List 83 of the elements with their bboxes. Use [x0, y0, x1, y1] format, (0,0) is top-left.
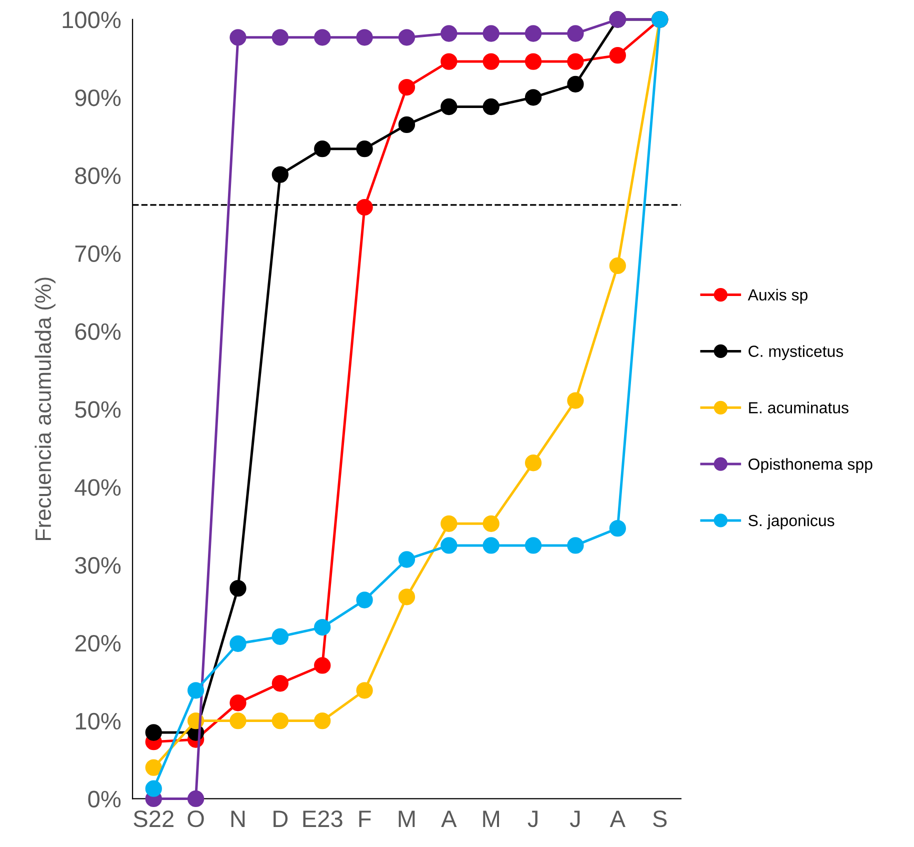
point: [356, 140, 373, 158]
point: [356, 198, 373, 216]
x-tick-label: S22: [134, 810, 174, 828]
point: [145, 759, 162, 776]
point: [314, 712, 331, 730]
y-tick-label: 60%: [75, 323, 121, 340]
x-tick-label: J: [528, 810, 538, 828]
y-axis-title: Frecuencia acumulada (%): [34, 278, 56, 540]
point: [314, 140, 331, 158]
point: [398, 29, 416, 46]
legend-label: C. mysticetus: [748, 345, 844, 360]
point: [314, 657, 331, 674]
point: [187, 682, 204, 699]
point: [482, 537, 500, 554]
x-tick-label: N: [231, 810, 245, 827]
point: [398, 551, 416, 568]
point: [609, 520, 626, 537]
x-tick-label: O: [188, 810, 204, 828]
point: [440, 25, 458, 42]
point: [398, 78, 416, 96]
legend-label: Auxis sp: [748, 288, 808, 304]
point: [145, 724, 162, 741]
legend-label: S. japonicus: [748, 514, 834, 530]
point: [482, 98, 500, 116]
x-tick-label: A: [610, 810, 626, 827]
y-tick-label: 70%: [75, 245, 121, 262]
point: [524, 25, 542, 42]
y-tick-label: 90%: [75, 89, 121, 106]
legend-label: E. acuminatus: [749, 402, 848, 414]
point: [440, 537, 458, 554]
point: [567, 53, 584, 70]
point: [230, 694, 246, 712]
point: [272, 166, 289, 183]
point: [314, 29, 331, 46]
point: [314, 618, 331, 636]
point: [524, 454, 542, 472]
x-tick-label: E23: [303, 810, 342, 828]
y-tick-label: 20%: [75, 634, 121, 652]
y-tick-label: 40%: [74, 479, 121, 496]
point: [524, 537, 542, 554]
point: [272, 29, 289, 46]
x-tick-label: A: [441, 810, 457, 827]
point: [398, 588, 416, 606]
y-tick-label: 10%: [76, 712, 121, 730]
point: [609, 46, 626, 64]
point: [356, 682, 373, 699]
point: [482, 515, 500, 532]
point: [272, 712, 289, 730]
point: [356, 592, 373, 608]
point: [187, 790, 204, 808]
point: [356, 29, 373, 46]
point: [567, 537, 584, 554]
y-tick-label: 50%: [75, 401, 121, 418]
point: [230, 635, 246, 652]
legend-label: Opisthonema spp: [748, 458, 872, 473]
point: [230, 580, 246, 597]
x-tick-label: M: [483, 810, 499, 827]
y-tick-label: 0%: [88, 790, 121, 808]
point: [609, 257, 626, 274]
point: [440, 515, 458, 532]
point: [524, 53, 542, 70]
x-tick-label: J: [570, 810, 580, 828]
y-tick-label: 80%: [75, 167, 121, 184]
point: [524, 89, 542, 106]
x-tick-label: F: [359, 810, 371, 827]
point: [567, 25, 584, 42]
point: [482, 25, 500, 42]
point: [440, 53, 458, 70]
point: [272, 675, 289, 692]
point: [567, 76, 584, 92]
x-tick-label: D: [274, 810, 288, 827]
y-tick-label: 100%: [62, 12, 121, 28]
point: [230, 712, 246, 730]
y-tick-label: 30%: [75, 557, 121, 574]
point: [567, 392, 584, 409]
point: [272, 628, 289, 645]
point: [145, 780, 162, 797]
point: [398, 116, 416, 134]
x-tick-label: M: [398, 810, 415, 827]
point: [230, 29, 246, 46]
point: [440, 98, 458, 116]
x-tick-label: S: [653, 810, 667, 828]
point: [482, 53, 500, 70]
